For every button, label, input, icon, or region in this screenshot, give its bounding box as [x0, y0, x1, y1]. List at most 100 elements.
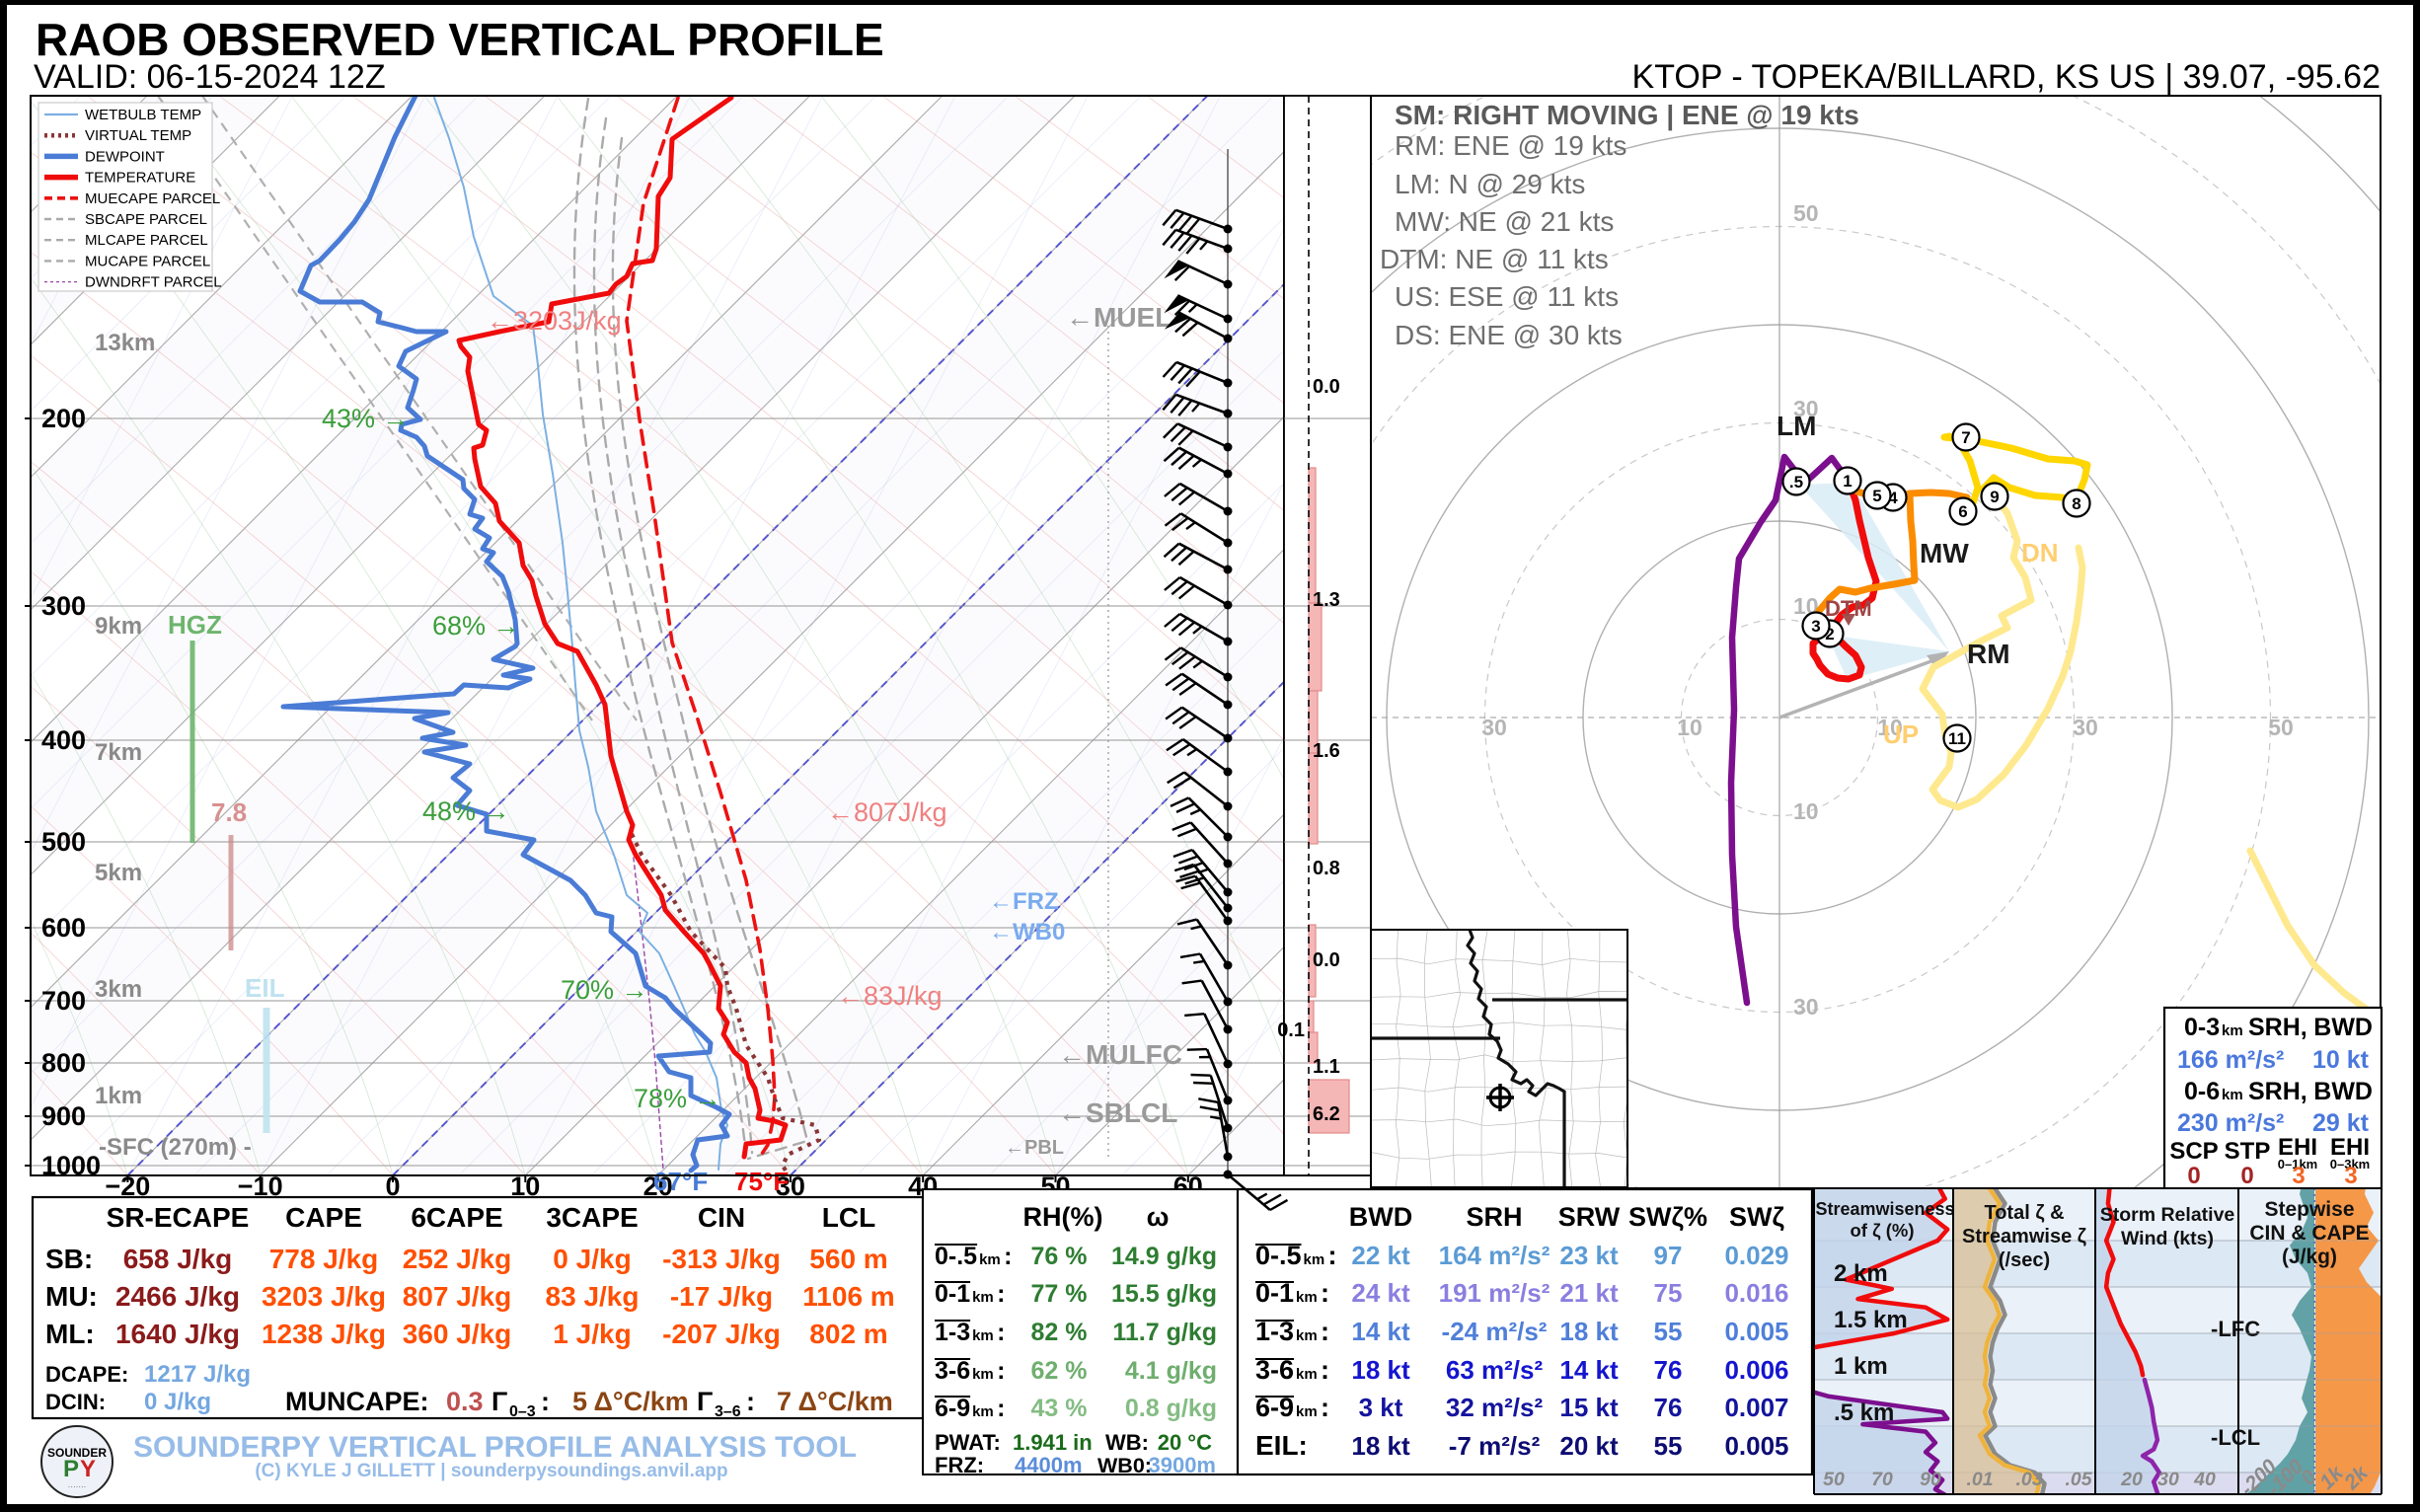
svg-text:1km: 1km: [95, 1083, 142, 1109]
svg-text:658 J/kg: 658 J/kg: [123, 1244, 233, 1274]
svg-text:DN: DN: [2021, 538, 2059, 567]
svg-text:←SBLCL: ←SBLCL: [1058, 1097, 1177, 1128]
svg-text:0.007: 0.007: [1724, 1393, 1788, 1422]
svg-text:14.9 g/kg: 14.9 g/kg: [1111, 1243, 1217, 1270]
svg-text:DTM: DTM: [1825, 596, 1872, 621]
svg-text:560 m: 560 m: [809, 1244, 887, 1274]
svg-text::: :: [1321, 1278, 1329, 1308]
svg-text:km: km: [972, 1289, 994, 1306]
svg-text:900: 900: [41, 1101, 86, 1131]
svg-text:CAPE: CAPE: [285, 1202, 362, 1233]
svg-text:3: 3: [2292, 1163, 2305, 1189]
svg-text:76 %: 76 %: [1031, 1243, 1088, 1270]
svg-text:.05: .05: [2065, 1469, 2092, 1490]
svg-text:0.029: 0.029: [1724, 1241, 1788, 1270]
svg-text:LM: LM: [1777, 411, 1816, 441]
svg-text:Y: Y: [80, 1456, 96, 1482]
svg-text:164 m²/s²: 164 m²/s²: [1439, 1241, 1550, 1270]
svg-text:0.3: 0.3: [446, 1387, 484, 1416]
svg-text:DS: ENE @ 30 kts: DS: ENE @ 30 kts: [1395, 320, 1623, 350]
svg-text:4: 4: [1888, 489, 1898, 507]
svg-text:BWD: BWD: [2313, 1078, 2373, 1105]
svg-text:ω: ω: [1147, 1202, 1170, 1232]
svg-text:-313 J/kg: -313 J/kg: [662, 1244, 781, 1274]
svg-text:0-1: 0-1: [1255, 1278, 1294, 1308]
svg-text:76: 76: [1654, 1355, 1683, 1385]
svg-text:7km: 7km: [95, 739, 142, 766]
svg-text:30: 30: [1793, 994, 1819, 1020]
svg-text:LCL: LCL: [822, 1202, 875, 1233]
svg-text:0 J/kg: 0 J/kg: [553, 1244, 631, 1274]
svg-text:←MUEL: ←MUEL: [1066, 302, 1172, 333]
svg-text:CIN & CAPE: CIN & CAPE: [2249, 1222, 2369, 1245]
svg-text:15 kt: 15 kt: [1559, 1393, 1619, 1422]
svg-text:55: 55: [1654, 1317, 1683, 1346]
svg-text:20 °C: 20 °C: [1158, 1430, 1212, 1455]
svg-text:km: km: [2222, 1087, 2243, 1103]
svg-text:200: 200: [41, 404, 86, 433]
svg-text:RAOB OBSERVED VERTICAL PROFILE: RAOB OBSERVED VERTICAL PROFILE: [36, 14, 884, 65]
svg-text:11.7 g/kg: 11.7 g/kg: [1112, 1319, 1217, 1346]
svg-text::: :: [1321, 1317, 1329, 1346]
svg-text:←PBL: ←PBL: [1005, 1137, 1064, 1159]
svg-text:43% →: 43% →: [322, 404, 410, 433]
svg-text:40: 40: [2193, 1469, 2216, 1490]
svg-text:EHI: EHI: [2278, 1134, 2317, 1161]
svg-text:Stepwise: Stepwise: [2264, 1198, 2354, 1221]
svg-text:0-3: 0-3: [2184, 1014, 2220, 1041]
svg-text:WB:: WB:: [1105, 1430, 1149, 1455]
svg-text:SWζ%: SWζ%: [1628, 1202, 1707, 1232]
svg-text:-LFC: -LFC: [2211, 1317, 2260, 1341]
svg-text:20: 20: [2120, 1469, 2143, 1490]
svg-text:1.6: 1.6: [1313, 740, 1340, 762]
svg-text:0.006: 0.006: [1724, 1355, 1788, 1385]
svg-text:1.1: 1.1: [1313, 1056, 1340, 1078]
svg-text:UP: UP: [1883, 719, 1919, 749]
svg-text:0.005: 0.005: [1724, 1317, 1788, 1346]
svg-text:1-3: 1-3: [1255, 1317, 1294, 1346]
svg-text:62 %: 62 %: [1031, 1357, 1088, 1385]
svg-text:SOUNDERPY VERTICAL PROFILE ANA: SOUNDERPY VERTICAL PROFILE ANALYSIS TOOL: [133, 1431, 857, 1464]
svg-text:P: P: [63, 1456, 79, 1482]
svg-text:-SFC (270m) -: -SFC (270m) -: [99, 1134, 252, 1161]
svg-text:32 m²/s²: 32 m²/s²: [1446, 1393, 1544, 1422]
svg-text:2 km: 2 km: [1834, 1260, 1888, 1287]
svg-text:PWAT:: PWAT:: [935, 1430, 1001, 1455]
svg-text:MU:: MU:: [45, 1281, 98, 1312]
svg-text:0–1km: 0–1km: [2278, 1157, 2317, 1172]
svg-text:1 km: 1 km: [1834, 1353, 1888, 1380]
svg-text:TEMPERATURE: TEMPERATURE: [85, 170, 195, 187]
svg-text:30: 30: [2073, 715, 2098, 740]
svg-text:10: 10: [1677, 715, 1702, 740]
svg-text:8: 8: [2072, 494, 2080, 513]
svg-text:11: 11: [1948, 729, 1966, 748]
svg-text:MW: NE @ 21 kts: MW: NE @ 21 kts: [1395, 206, 1614, 237]
svg-text:7.8: 7.8: [211, 797, 247, 827]
svg-text:230 m²/s²: 230 m²/s²: [2177, 1109, 2284, 1137]
svg-text:77 %: 77 %: [1031, 1280, 1088, 1308]
svg-text:km: km: [1304, 1251, 1325, 1268]
svg-text:SWζ: SWζ: [1729, 1202, 1784, 1232]
svg-text:←3203J/kg: ←3203J/kg: [487, 306, 622, 336]
svg-text:400: 400: [41, 725, 86, 755]
svg-text:Γ: Γ: [492, 1387, 507, 1416]
svg-text:75: 75: [1654, 1278, 1683, 1308]
svg-text:10: 10: [1877, 715, 1903, 740]
svg-text:2: 2: [1825, 625, 1834, 643]
svg-text:7: 7: [1961, 428, 1970, 447]
svg-text:6-9: 6-9: [935, 1395, 970, 1422]
svg-text:RM: RM: [1967, 639, 2010, 669]
svg-text:HGZ: HGZ: [168, 610, 222, 640]
svg-text:3–6: 3–6: [715, 1403, 741, 1420]
svg-text:7 Δ°C/km: 7 Δ°C/km: [777, 1387, 893, 1416]
svg-text:3900m: 3900m: [1148, 1453, 1216, 1477]
svg-text:0-.5: 0-.5: [1255, 1241, 1302, 1270]
svg-text::: :: [997, 1319, 1005, 1346]
svg-text:-207 J/kg: -207 J/kg: [662, 1319, 781, 1349]
svg-text:18 kt: 18 kt: [1351, 1431, 1410, 1461]
svg-text:22 kt: 22 kt: [1351, 1241, 1410, 1270]
svg-text:0.0: 0.0: [1313, 376, 1340, 398]
svg-text:600: 600: [41, 913, 86, 943]
svg-text:5km: 5km: [95, 860, 142, 886]
svg-text:SOUNDER: SOUNDER: [47, 1446, 107, 1460]
